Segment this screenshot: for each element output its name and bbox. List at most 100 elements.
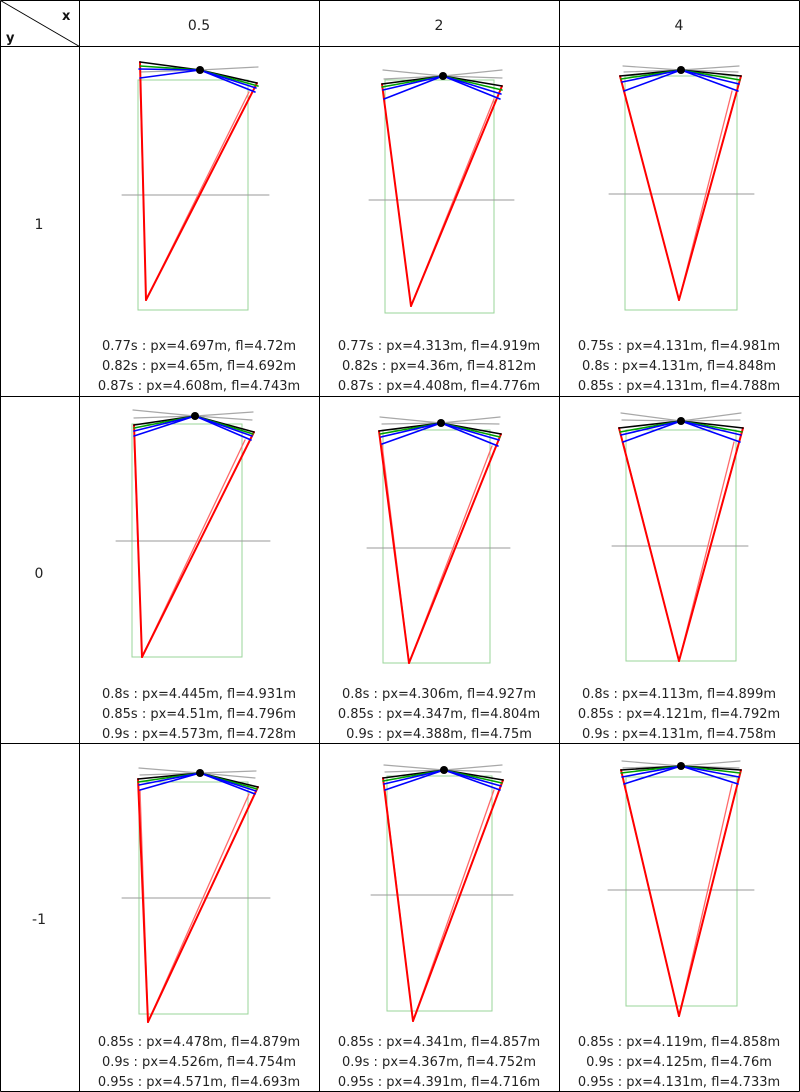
blue-lower-line xyxy=(133,415,196,437)
gray-ghost-line xyxy=(443,764,503,771)
caption-line: 0.8s : px=4.306m, fl=4.927m xyxy=(342,687,536,702)
caption-line: 0.82s : px=4.65m, fl=4.692m xyxy=(102,359,296,374)
caption-line: 0.8s : px=4.131m, fl=4.848m xyxy=(582,359,776,374)
caption-line: 0.85s : px=4.51m, fl=4.796m xyxy=(102,707,296,722)
caption-line: 0.95s : px=4.571m, fl=4.693m xyxy=(98,1075,300,1090)
blue-lower-line xyxy=(440,422,499,447)
blue-lower-line xyxy=(194,415,252,441)
caption-line: 0.8s : px=4.445m, fl=4.931m xyxy=(102,687,296,702)
cell-diagram-0-2 xyxy=(608,65,755,311)
blue-lower-line xyxy=(680,765,739,785)
cell-diagram-2-0 xyxy=(121,767,271,1023)
blue-bar-line xyxy=(621,69,682,83)
column-header-0: 0.5 xyxy=(188,18,210,34)
caption-line: 0.85s : px=4.131m, fl=4.788m xyxy=(578,379,780,394)
gray-ghost-line xyxy=(622,65,682,71)
blue-lower-line xyxy=(622,420,682,443)
blue-lower-line xyxy=(680,420,741,443)
gray-ghost-line xyxy=(133,415,196,419)
red-leg-right xyxy=(678,427,744,662)
pivot-dot xyxy=(196,769,204,777)
blue-lower-line xyxy=(383,75,444,100)
blue-lower-line xyxy=(443,769,501,791)
gray-ghost-line xyxy=(381,422,442,425)
caption-line: 0.85s : px=4.119m, fl=4.858m xyxy=(578,1035,780,1050)
caption-line: 0.9s : px=4.131m, fl=4.758m xyxy=(582,727,776,742)
red-leg-left xyxy=(139,61,147,301)
caption-line: 0.9s : px=4.367m, fl=4.752m xyxy=(342,1055,536,1070)
cell-captions-r2-c2: 0.85s : px=4.119m, fl=4.858m 0.9s : px=4… xyxy=(578,1035,780,1090)
corner-y-label: y xyxy=(6,31,15,46)
pivot-dot xyxy=(677,66,685,74)
caption-line: 0.9s : px=4.573m, fl=4.728m xyxy=(102,727,296,742)
gray-ghost-line xyxy=(442,69,503,77)
caption-line: 0.9s : px=4.125m, fl=4.76m xyxy=(586,1055,772,1070)
gray-ghost-line xyxy=(383,764,445,771)
caption-line: 0.82s : px=4.36m, fl=4.812m xyxy=(342,359,536,374)
cell-captions-r1-c2: 0.8s : px=4.113m, fl=4.899m 0.85s : px=4… xyxy=(578,687,780,742)
gray-ghost-line xyxy=(443,769,502,773)
blue-bar-line xyxy=(621,765,682,778)
caption-line: 0.85s : px=4.341m, fl=4.857m xyxy=(338,1035,540,1050)
cell-captions-r1-c0: 0.8s : px=4.445m, fl=4.931m 0.85s : px=4… xyxy=(102,687,296,742)
gray-ghost-line xyxy=(138,767,201,774)
caption-line: 0.9s : px=4.526m, fl=4.754m xyxy=(102,1055,296,1070)
red-leg-right xyxy=(678,769,742,1017)
blue-lower-line xyxy=(680,69,739,92)
gray-ghost-line xyxy=(440,416,501,424)
blue-lower-line xyxy=(199,69,256,93)
gray-ghost-line xyxy=(199,66,259,71)
blue-bar-line xyxy=(440,422,500,441)
blue-lower-line xyxy=(139,772,201,791)
gray-ghost-line xyxy=(621,419,682,422)
frame-outline xyxy=(624,75,738,311)
gray-ghost-line xyxy=(382,69,444,77)
cell-diagram-1-0 xyxy=(115,409,271,658)
frame-outline xyxy=(382,429,491,664)
column-header-1: 2 xyxy=(435,18,444,34)
red-leg-left xyxy=(620,769,680,1017)
red-leg-right xyxy=(141,431,255,658)
red-leg-right xyxy=(412,779,504,1022)
caption-line: 0.95s : px=4.391m, fl=4.716m xyxy=(338,1075,540,1090)
row-header-0: 1 xyxy=(35,217,44,233)
corner-x-label: x xyxy=(62,9,71,24)
blue-lower-line xyxy=(381,422,442,445)
cell-diagram-0-1 xyxy=(368,69,515,314)
caption-line: 0.9s : px=4.388m, fl=4.75m xyxy=(346,727,532,742)
gray-ghost-line xyxy=(621,760,682,767)
row-header-1: 0 xyxy=(35,566,44,582)
blue-bar-line xyxy=(383,769,445,785)
diagrams-layer xyxy=(115,61,755,1023)
caption-line: 0.77s : px=4.313m, fl=4.919m xyxy=(338,339,540,354)
caption-line: 0.8s : px=4.113m, fl=4.899m xyxy=(582,687,776,702)
gray-ghost-line xyxy=(132,409,196,417)
blue-bar-line xyxy=(680,420,742,436)
cell-captions-r0-c2: 0.75s : px=4.131m, fl=4.981m 0.8s : px=4… xyxy=(578,339,780,394)
blue-bar-line xyxy=(680,69,740,85)
red-leg-right xyxy=(678,75,742,301)
frame-outline xyxy=(386,775,493,1012)
cell-diagram-2-1 xyxy=(370,764,514,1022)
gray-ghost-line xyxy=(442,75,503,79)
caption-line: 0.87s : px=4.408m, fl=4.776m xyxy=(338,379,540,394)
red-leg-left xyxy=(618,427,680,662)
column-header-2: 4 xyxy=(675,18,684,34)
gray-ghost-line xyxy=(379,416,442,424)
gray-ghost-line xyxy=(199,772,256,779)
gray-ghost-line xyxy=(680,419,741,422)
red-leg-left xyxy=(381,83,412,307)
cell-diagram-1-2 xyxy=(611,412,749,662)
blue-bar-line xyxy=(680,765,740,778)
cell-diagram-0-0 xyxy=(121,61,270,311)
cell-captions-r2-c1: 0.85s : px=4.341m, fl=4.857m 0.9s : px=4… xyxy=(338,1035,540,1090)
caption-line: 0.87s : px=4.608m, fl=4.743m xyxy=(98,379,300,394)
blue-lower-line xyxy=(623,69,682,92)
caption-line: 0.95s : px=4.131m, fl=4.733m xyxy=(578,1075,780,1090)
blue-bar-line xyxy=(380,422,442,438)
caption-line: 0.77s : px=4.697m, fl=4.72m xyxy=(102,339,296,354)
caption-line: 0.85s : px=4.478m, fl=4.879m xyxy=(98,1035,300,1050)
red-leg-right xyxy=(408,433,502,664)
red-leg-left xyxy=(137,778,149,1023)
